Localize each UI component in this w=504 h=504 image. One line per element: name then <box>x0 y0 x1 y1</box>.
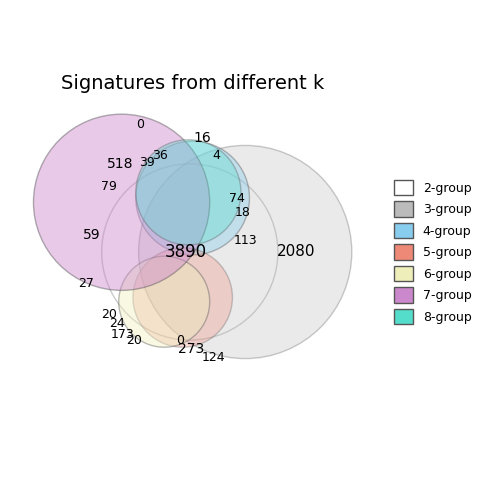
Text: 124: 124 <box>202 351 226 364</box>
Text: 16: 16 <box>194 132 212 145</box>
Text: 0: 0 <box>176 334 184 347</box>
Circle shape <box>33 114 210 290</box>
Text: 79: 79 <box>101 180 117 193</box>
Text: 3890: 3890 <box>164 243 207 261</box>
Text: 27: 27 <box>78 277 94 290</box>
Text: 18: 18 <box>234 206 250 219</box>
Text: 20: 20 <box>101 308 117 321</box>
Circle shape <box>136 140 241 245</box>
Text: 2080: 2080 <box>277 244 316 260</box>
Text: 0: 0 <box>136 117 144 131</box>
Text: 59: 59 <box>83 228 101 242</box>
Circle shape <box>133 248 232 347</box>
Text: 518: 518 <box>107 157 134 171</box>
Text: 4: 4 <box>213 149 221 162</box>
Circle shape <box>139 146 352 358</box>
Text: 24: 24 <box>109 317 125 330</box>
Title: Signatures from different k: Signatures from different k <box>61 74 324 93</box>
Text: 20: 20 <box>127 334 142 347</box>
Text: 113: 113 <box>233 234 257 247</box>
Legend: 2-group, 3-group, 4-group, 5-group, 6-group, 7-group, 8-group: 2-group, 3-group, 4-group, 5-group, 6-gr… <box>388 173 478 331</box>
Text: 39: 39 <box>139 156 155 169</box>
Text: 173: 173 <box>111 328 135 341</box>
Text: 74: 74 <box>229 192 244 205</box>
Circle shape <box>102 164 278 340</box>
Text: 36: 36 <box>152 149 168 162</box>
Circle shape <box>119 256 210 347</box>
Text: 273: 273 <box>178 342 204 356</box>
Circle shape <box>136 141 249 255</box>
